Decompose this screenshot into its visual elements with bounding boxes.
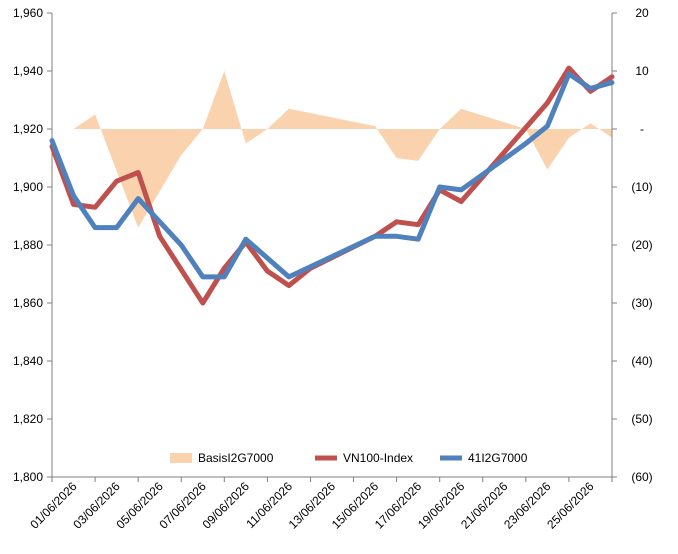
left-y-tick-label: 1,840	[13, 354, 43, 368]
right-y-tick-label: (40)	[631, 354, 652, 368]
left-y-tick-label: 1,880	[13, 238, 43, 252]
legend-label-vn100-index: VN100-Index	[343, 451, 413, 465]
right-y-tick-label: (10)	[631, 180, 652, 194]
basis-area-series	[73, 71, 612, 228]
legend-label-41i2g7000: 41I2G7000	[468, 451, 528, 465]
left-y-tick-label: 1,940	[13, 64, 43, 78]
right-y-tick-label: -	[640, 122, 644, 136]
series-line-vn100-index	[49, 65, 615, 306]
left-y-tick-label: 1,920	[13, 122, 43, 136]
basis-area-layer	[73, 71, 612, 228]
legend-swatch-basisi2g7000	[170, 453, 192, 463]
left-y-tick-label: 1,860	[13, 296, 43, 310]
right-y-tick-label: 10	[635, 64, 649, 78]
left-y-tick-label: 1,960	[13, 6, 43, 20]
right-y-tick-label: (20)	[631, 238, 652, 252]
right-y-tick-label: (60)	[631, 470, 652, 484]
legend-label-basisi2g7000: BasisI2G7000	[198, 451, 274, 465]
right-y-tick-label: (30)	[631, 296, 652, 310]
right-y-tick-label: 20	[635, 6, 649, 20]
left-y-tick-label: 1,820	[13, 412, 43, 426]
x-tick-label: 09/06/2026	[200, 479, 253, 532]
legend: BasisI2G7000 VN100-Index 41I2G7000	[170, 451, 528, 465]
series-lines-layer	[49, 65, 615, 306]
x-tick-label: 25/06/2026	[544, 479, 597, 532]
left-y-tick-label: 1,900	[13, 180, 43, 194]
series-line-41i2g7000	[49, 71, 615, 280]
left-y-tick-label: 1,800	[13, 470, 43, 484]
right-y-tick-label: (50)	[631, 412, 652, 426]
